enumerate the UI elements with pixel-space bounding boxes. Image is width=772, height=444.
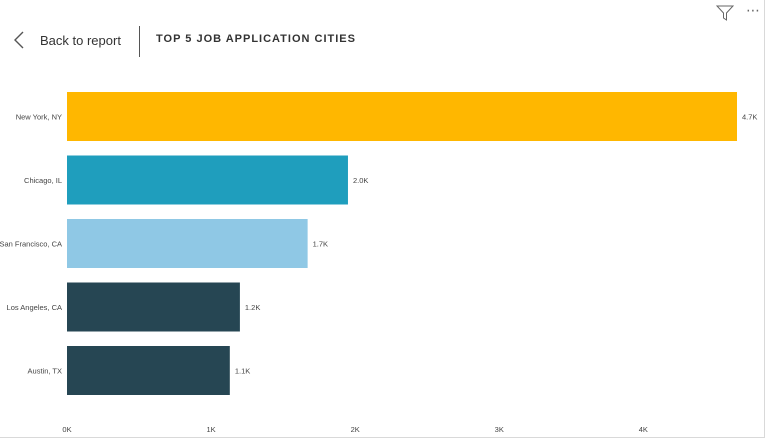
visual-frame	[0, 0, 765, 438]
data-label-chicago-il: 2.0K	[353, 176, 368, 185]
category-label-new-york-ny: New York, NY	[16, 113, 62, 122]
bar-chicago-il[interactable]	[67, 155, 348, 205]
chevron-left-icon	[14, 31, 24, 49]
bar-new-york-ny[interactable]	[67, 92, 737, 141]
category-label-austin-tx: Austin, TX	[28, 367, 62, 376]
data-label-san-francisco-ca: 1.7K	[313, 240, 328, 249]
bar-austin-tx[interactable]	[67, 346, 230, 395]
filter-icon[interactable]	[715, 5, 735, 26]
bar-los-angeles-ca[interactable]	[67, 282, 240, 332]
x-tick-label: 1K	[206, 425, 215, 434]
category-label-san-francisco-ca: San Francisco, CA	[0, 240, 62, 249]
category-label-chicago-il: Chicago, IL	[24, 176, 62, 185]
x-tick-label: 2K	[351, 425, 360, 434]
back-to-report-button[interactable]: Back to report	[14, 28, 121, 52]
page-title: TOP 5 JOB APPLICATION CITIES	[156, 33, 356, 45]
more-options-icon[interactable]: ⋯	[746, 2, 761, 18]
data-label-new-york-ny: 4.7K	[742, 113, 757, 122]
header-divider	[139, 26, 140, 57]
data-label-austin-tx: 1.1K	[235, 367, 250, 376]
x-tick-label: 3K	[495, 425, 504, 434]
x-tick-label: 0K	[62, 425, 71, 434]
bar-san-francisco-ca[interactable]	[67, 219, 308, 268]
back-to-report-label: Back to report	[40, 32, 121, 48]
header-bar: Back to report TOP 5 JOB APPLICATION CIT…	[0, 0, 772, 70]
x-tick-label: 4K	[639, 425, 648, 434]
category-label-los-angeles-ca: Los Angeles, CA	[7, 303, 62, 312]
data-label-los-angeles-ca: 1.2K	[245, 303, 260, 312]
